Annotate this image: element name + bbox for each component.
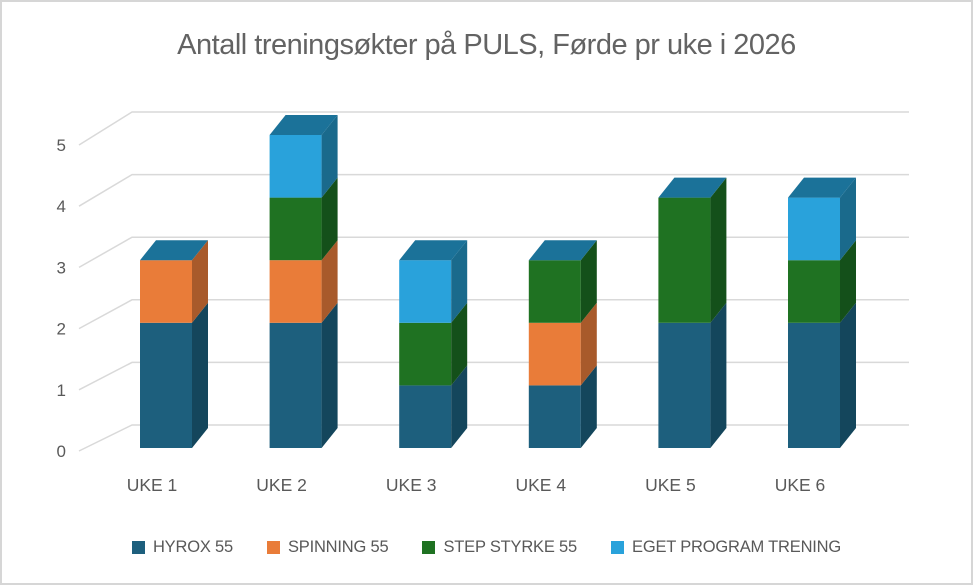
legend-item-spinning: SPINNING 55 xyxy=(266,538,389,557)
bar-segment-front xyxy=(399,385,452,448)
bar-segment-front xyxy=(399,260,452,323)
legend-label-spinning: SPINNING 55 xyxy=(287,538,389,556)
x-axis-category-label: UKE 5 xyxy=(645,475,696,495)
y-axis-tick-label: 4 xyxy=(57,197,66,216)
legend-label-eget-program: EGET PROGRAM TRENING xyxy=(632,538,842,556)
legend-item-hyrox: HYROX 55 xyxy=(131,538,233,557)
bar-top-face xyxy=(140,240,208,261)
x-axis-category-label: UKE 3 xyxy=(386,475,437,495)
legend-swatch-hyrox-icon xyxy=(131,541,145,554)
legend-item-step-styrke: STEP STYRKE 55 xyxy=(422,538,577,557)
bar-segment-side xyxy=(840,177,856,261)
y-axis-tick-label: 2 xyxy=(57,320,66,339)
bar-segment-front xyxy=(788,197,840,261)
y-axis-tick-label: 0 xyxy=(57,442,66,461)
x-axis-category-label: UKE 2 xyxy=(256,475,307,495)
bar-top-face xyxy=(399,240,468,261)
legend-label-hyrox: HYROX 55 xyxy=(152,538,233,556)
gridline xyxy=(78,173,909,207)
bar-top-face xyxy=(269,115,338,135)
bar-segment-side xyxy=(451,302,468,386)
bar-segment-side xyxy=(580,365,597,448)
bar-segment-front xyxy=(269,260,322,323)
bar-segment-front xyxy=(788,260,840,323)
y-axis-tick-label: 1 xyxy=(57,381,66,400)
bar-top-face xyxy=(788,177,856,198)
bar-segment-side xyxy=(321,115,338,198)
bar-segment-side xyxy=(840,302,856,448)
gridline xyxy=(78,361,909,391)
gridline xyxy=(78,236,909,269)
bar-segment-front xyxy=(528,385,581,448)
bar-segment-side xyxy=(192,240,208,323)
bar-segment-front xyxy=(528,260,581,323)
bar-segment-front xyxy=(269,322,322,448)
bar-segment-front xyxy=(399,322,452,386)
legend-swatch-spinning-icon xyxy=(266,541,280,554)
bar-segment-front xyxy=(269,197,322,261)
bar-segment-front xyxy=(658,197,711,323)
bar-segment-front xyxy=(140,260,192,323)
x-axis-category-label: UKE 1 xyxy=(127,475,178,495)
bar-segment-side xyxy=(580,302,597,386)
legend-swatch-eget-program-icon xyxy=(611,541,625,554)
bar-segment-side xyxy=(451,240,468,323)
x-axis-category-label: UKE 4 xyxy=(516,475,567,495)
legend-swatch-step-styrke-icon xyxy=(422,541,436,554)
bar-segment-side xyxy=(321,177,338,261)
gridline xyxy=(78,424,909,452)
bar-segment-side xyxy=(192,302,208,448)
y-axis-tick-label: 5 xyxy=(57,136,66,155)
bar-segment-side xyxy=(451,365,468,448)
bar-segment-front xyxy=(788,322,840,448)
y-axis-tick-label: 3 xyxy=(57,258,66,277)
legend-label-step-styrke: STEP STYRKE 55 xyxy=(443,538,578,556)
bar-segment-front xyxy=(658,322,711,448)
bar-segment-side xyxy=(840,240,856,323)
chart-title: Antall treningsøkter på PULS, Førde pr u… xyxy=(177,29,796,61)
bar-segment-front xyxy=(528,322,581,386)
bar-segment-front xyxy=(140,322,192,448)
bar-segment-front xyxy=(269,135,322,198)
bar-segment-side xyxy=(710,302,727,448)
gridline xyxy=(78,299,909,330)
gridline xyxy=(78,111,909,146)
bar-top-face xyxy=(658,177,727,198)
chart-legend: HYROX 55 SPINNING 55 STEP STYRKE 55 EGET… xyxy=(2,538,971,557)
bar-top-face xyxy=(528,240,597,261)
bar-segment-side xyxy=(321,240,338,323)
bar-segment-side xyxy=(321,302,338,448)
legend-item-eget-program: EGET PROGRAM TRENING xyxy=(611,538,841,557)
bar-segment-side xyxy=(580,240,597,323)
x-axis-category-label: UKE 6 xyxy=(775,475,826,495)
bar-segment-side xyxy=(710,177,727,323)
